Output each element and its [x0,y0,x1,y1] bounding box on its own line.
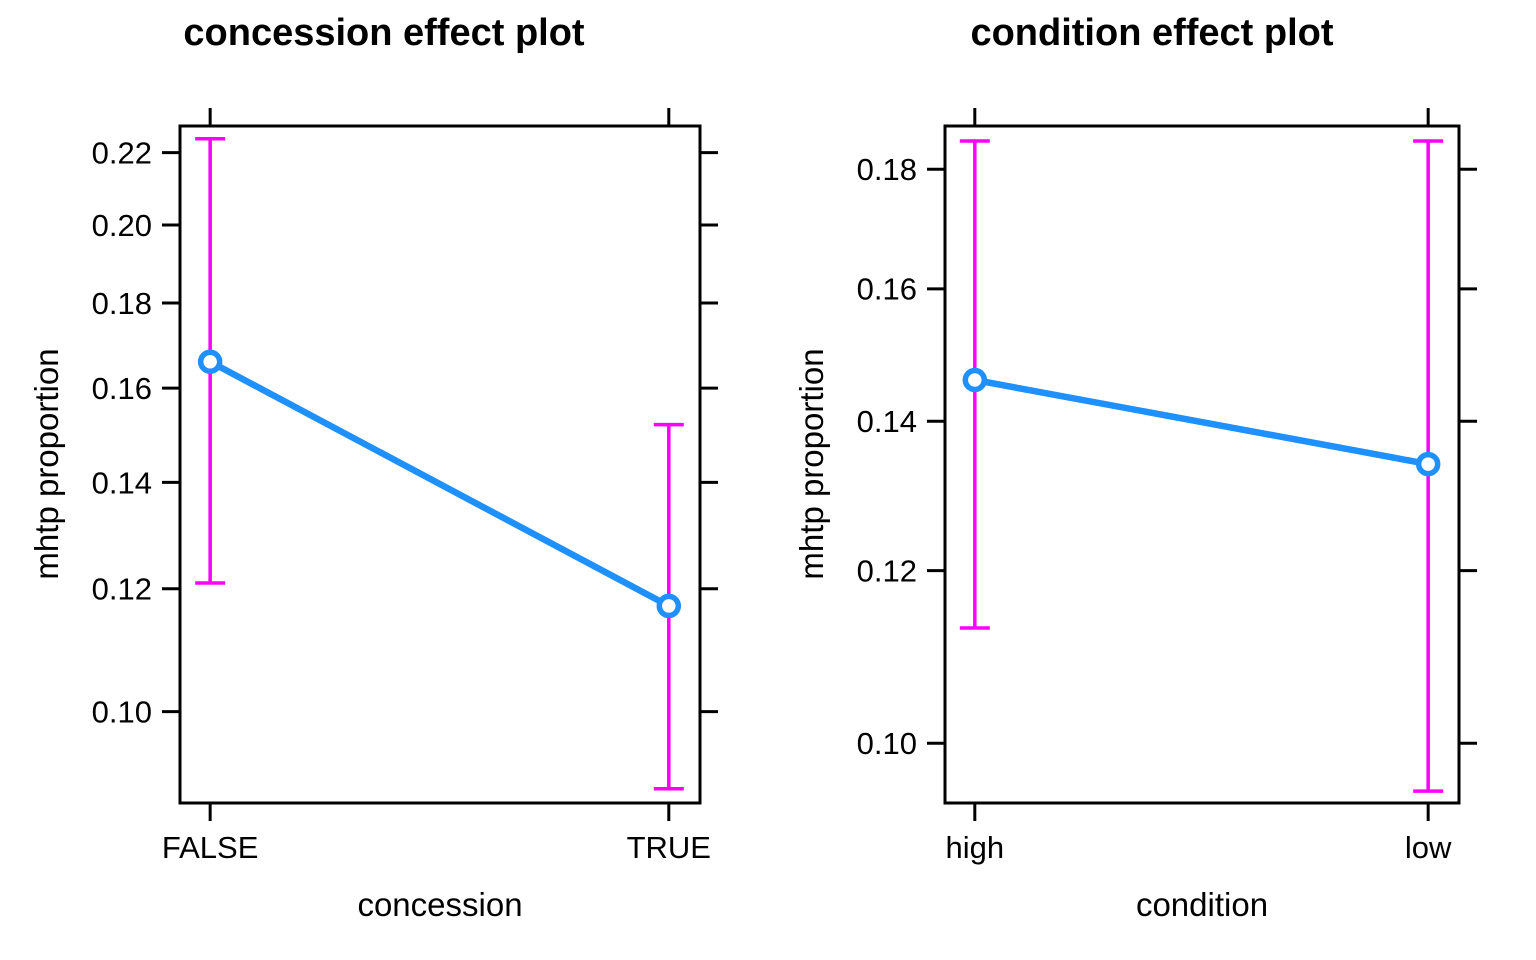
plot-box [178,124,702,805]
x-tick-label: low [1405,830,1452,865]
y-tick-label: 0.18 [92,286,152,321]
x-tick-label: high [946,830,1005,865]
y-tick-label: 0.18 [857,152,917,187]
data-point [197,349,223,375]
data-point [962,367,988,393]
y-tick-label: 0.16 [857,272,917,307]
y-tick-label: 0.14 [92,465,152,500]
y-tick-label: 0.12 [857,553,917,588]
data-point [1415,451,1441,477]
y-axis-label-right: mhtp proportion [793,348,830,580]
y-tick-label: 0.22 [92,135,152,170]
fit-line [206,358,673,610]
y-tick-label: 0.16 [92,371,152,406]
x-axis-label-concession: concession [357,886,523,923]
fit-line [971,376,1432,468]
y-tick-label: 0.12 [92,572,152,607]
plot-box [943,124,1461,805]
y-tick-label: 0.20 [92,208,152,243]
y-axis-label-left: mhtp proportion [28,348,65,580]
panel-title-concession: concession effect plot [183,12,585,54]
x-axis-label-condition: condition [1135,886,1269,923]
panel-title-condition: condition effect plot [970,12,1334,54]
y-tick-label: 0.14 [857,404,917,439]
x-tick-label: TRUE [627,830,711,865]
y-tick-label: 0.10 [857,726,917,761]
y-tick-label: 0.10 [92,694,152,729]
x-tick-label: FALSE [162,830,259,865]
data-point [656,593,682,619]
